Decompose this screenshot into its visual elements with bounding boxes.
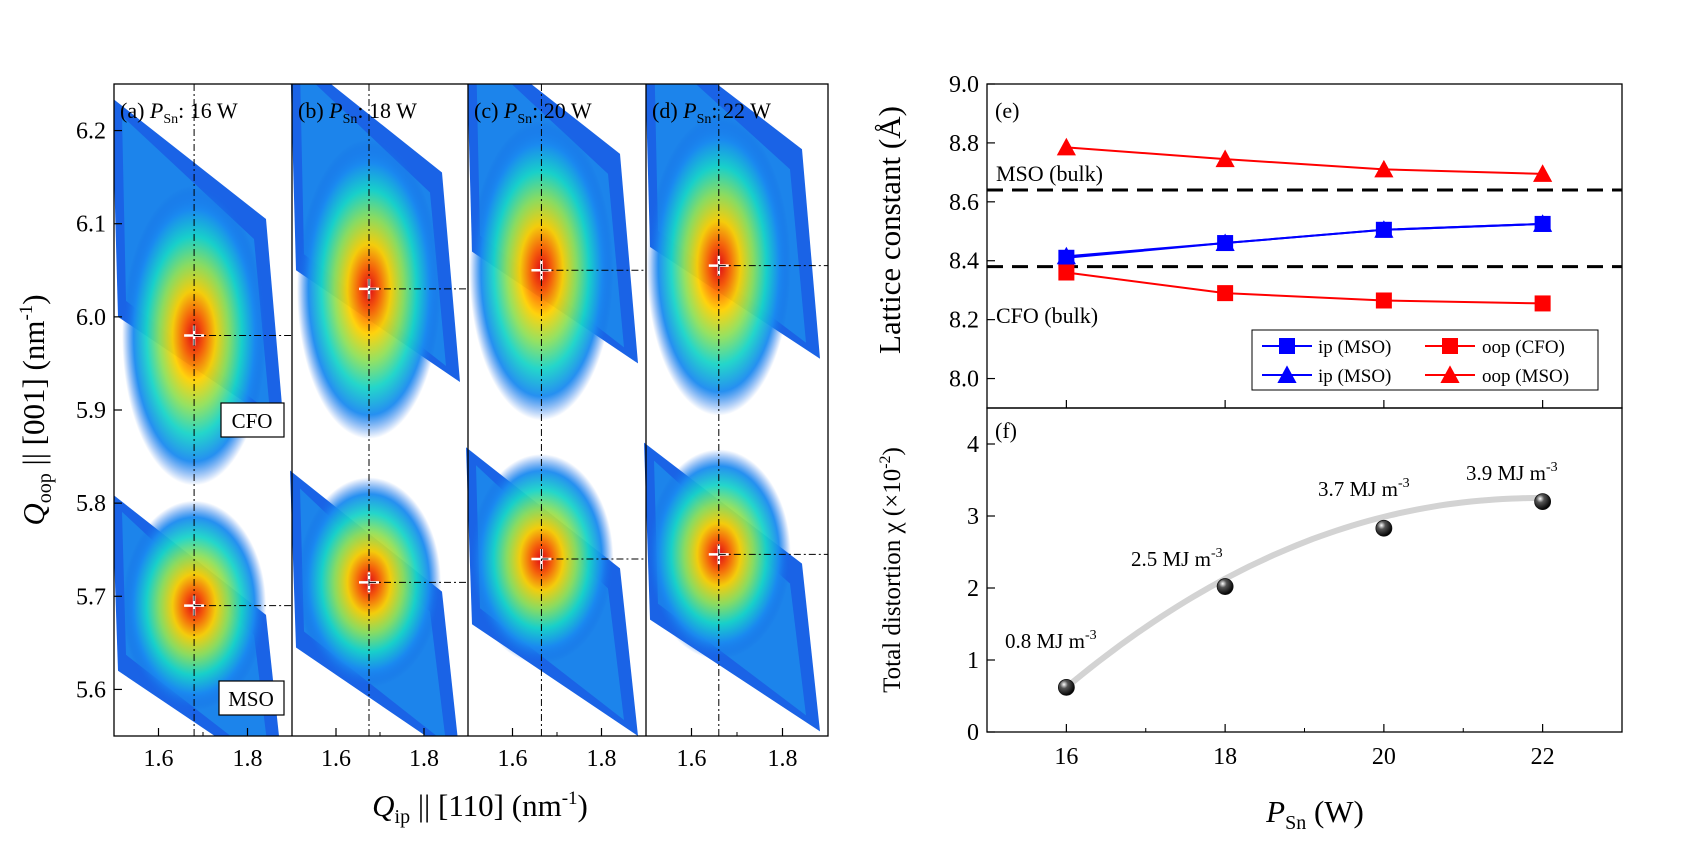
panel-e-label: (e) xyxy=(995,98,1019,123)
rsm-overlay xyxy=(184,84,828,736)
distortion-ytick-label: 4 xyxy=(967,432,979,458)
legend-label-oop-mso: oop (MSO) xyxy=(1482,366,1569,387)
distortion-point xyxy=(1375,519,1393,537)
svg-text:MSO: MSO xyxy=(228,687,274,711)
cfo-annotation: CFO xyxy=(220,402,285,438)
lattice-series-line xyxy=(1066,222,1543,259)
point-label-16: 0.8 MJ m-3 xyxy=(1005,628,1097,653)
lattice-point xyxy=(1533,214,1553,232)
rsm-ytick-label: 5.6 xyxy=(76,677,106,703)
distortion-xtick-label: 18 xyxy=(1213,744,1237,770)
lattice-point xyxy=(1056,137,1076,156)
mso-bulk-label: MSO (bulk) xyxy=(996,161,1103,186)
rsm-panel-label-b: (b) PSn: 18 W xyxy=(298,98,417,127)
rsm-xtick-label: 1.8 xyxy=(409,746,439,772)
lattice-ytick-label: 8.8 xyxy=(949,131,979,157)
lattice-ytick-label: 9.0 xyxy=(949,72,979,98)
distortion-fit-curve xyxy=(1063,495,1546,691)
rsm-ytick-label: 5.7 xyxy=(76,584,106,610)
legend-label-ip-mso-triangle: ip (MSO) xyxy=(1318,366,1391,387)
distortion-y-axis-label: Total distortion χ (×10-2) xyxy=(877,447,906,693)
lattice-point xyxy=(1215,233,1235,252)
rsm-xtick-label: 1.8 xyxy=(768,746,798,772)
lattice-point xyxy=(1056,246,1076,265)
rsm-cfo-peak-20w xyxy=(467,84,638,421)
distortion-ytick-label: 1 xyxy=(967,648,979,674)
rsm-y-axis-label: Qoop || [001] (nm-1) xyxy=(16,294,56,525)
rsm-panel-labels: (a) PSn: 16 W (b) PSn: 18 W (c) PSn: 20 … xyxy=(120,98,771,127)
rsm-frame: 5.6 5.7 5.8 5.9 6.0 6.1 6.2 1.6 1.8 1.6 1.8 1.6 1.8 1… xyxy=(76,83,829,772)
rsm-panel-label-c: (c) PSn: 20 W xyxy=(474,98,592,127)
rsm-ytick-label: 6.1 xyxy=(76,212,106,238)
rsm-xtick-label: 1.6 xyxy=(498,746,528,772)
legend-marker xyxy=(1442,338,1458,354)
distortion-point xyxy=(1057,678,1075,696)
distortion-panel: 0 1 2 3 4 16 18 20 22 xyxy=(967,407,1623,770)
lattice-ytick-label: 8.0 xyxy=(949,367,979,393)
panel-f-label: (f) xyxy=(995,418,1017,443)
lattice-ytick-label: 8.2 xyxy=(949,308,979,334)
rsm-ytick-label: 5.9 xyxy=(76,398,106,424)
point-label-22: 3.9 MJ m-3 xyxy=(1466,460,1558,485)
lattice-ytick-label: 8.6 xyxy=(949,190,979,216)
distortion-xtick-label: 20 xyxy=(1372,744,1396,770)
distortion-ytick-label: 0 xyxy=(967,720,979,746)
distortion-point xyxy=(1534,493,1552,511)
legend-marker xyxy=(1440,365,1460,383)
rsm-xtick-label: 1.6 xyxy=(144,746,174,772)
rsm-xtick-label: 1.6 xyxy=(321,746,351,772)
distortion-ytick-label: 2 xyxy=(967,576,979,602)
lattice-y-axis-label: Lattice constant (Å) xyxy=(872,106,907,354)
lattice-panel: 8.0 8.2 8.4 8.6 8.8 9.0 xyxy=(949,72,1623,409)
rsm-mso-peak-20w xyxy=(466,447,638,736)
rsm-panel-label-a: (a) PSn: 16 W xyxy=(120,98,238,127)
lattice-legend: ip (MSO) ip (MSO) oop (CFO) oop (MSO) xyxy=(1251,329,1599,391)
legend-label-ip-mso-square: ip (MSO) xyxy=(1318,337,1391,358)
point-label-20: 3.7 MJ m-3 xyxy=(1318,476,1410,501)
lattice-point xyxy=(1374,159,1394,178)
rsm-xtick-label: 1.8 xyxy=(233,746,263,772)
lattice-series-line xyxy=(1066,222,1543,258)
rsm-mso-peak-16w xyxy=(114,495,280,736)
lattice-series-line xyxy=(1066,146,1543,175)
lattice-point xyxy=(1217,285,1234,302)
rsm-ytick-label: 6.2 xyxy=(76,119,106,145)
distortion-ytick-label: 3 xyxy=(967,504,979,530)
distortion-xtick-label: 16 xyxy=(1054,744,1078,770)
lattice-point xyxy=(1058,264,1075,281)
rsm-ytick-label: 6.0 xyxy=(76,305,106,331)
lattice-point xyxy=(1374,220,1394,238)
rsm-mso-peak-18w xyxy=(290,470,458,736)
distortion-x-axis-label: PSn (W) xyxy=(1265,794,1364,834)
lattice-point xyxy=(1375,292,1392,309)
lattice-series-line xyxy=(1066,271,1543,305)
rsm-mso-peak-22w xyxy=(644,442,820,732)
lattice-point xyxy=(1215,149,1235,168)
svg-text:CFO: CFO xyxy=(232,409,273,433)
rsm-cfo-peak-22w xyxy=(645,84,820,416)
rsm-xtick-label: 1.6 xyxy=(677,746,707,772)
rsm-xtick-label: 1.8 xyxy=(587,746,617,772)
rsm-x-axis-label: Qip || [110] (nm-1) xyxy=(372,788,588,828)
rsm-panel-label-d: (d) PSn: 22 W xyxy=(652,98,771,127)
distortion-axes-box xyxy=(986,407,1623,733)
lattice-point xyxy=(1533,164,1553,182)
cfo-bulk-label: CFO (bulk) xyxy=(996,303,1098,328)
point-label-18: 2.5 MJ m-3 xyxy=(1131,546,1223,571)
rsm-maps xyxy=(114,84,820,736)
rsm-ytick-label: 5.8 xyxy=(76,491,106,517)
legend-marker xyxy=(1279,338,1295,354)
lattice-ytick-label: 8.4 xyxy=(949,249,979,275)
distortion-xtick-label: 22 xyxy=(1531,744,1555,770)
legend-label-oop-cfo: oop (CFO) xyxy=(1482,337,1565,358)
distortion-point xyxy=(1216,578,1234,595)
mso-annotation: MSO xyxy=(218,680,285,716)
lattice-point xyxy=(1534,295,1551,312)
legend-marker xyxy=(1277,365,1297,383)
